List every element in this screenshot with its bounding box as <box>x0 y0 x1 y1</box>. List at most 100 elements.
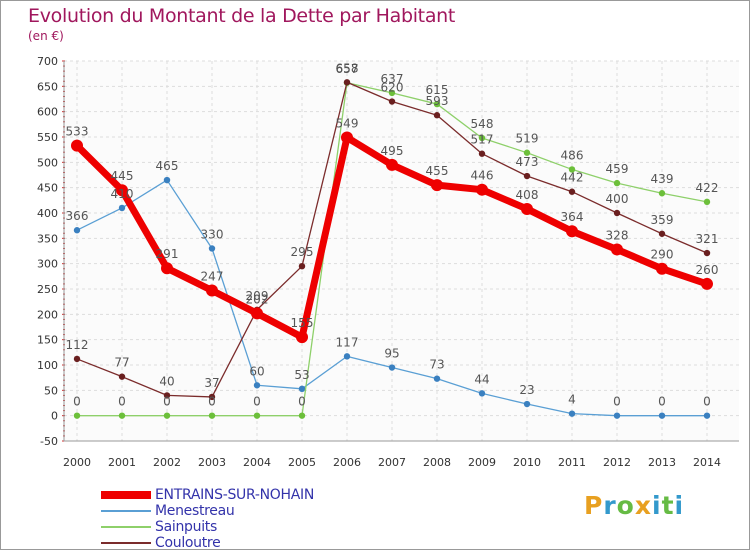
legend-label: Menestreau <box>155 503 235 519</box>
data-point <box>613 209 621 217</box>
legend-item: Menestreau <box>101 503 235 519</box>
x-tick-label: 2012 <box>603 456 631 469</box>
chart-subtitle: (en €) <box>28 29 64 43</box>
data-point <box>71 139 83 152</box>
x-tick-label: 2004 <box>243 456 271 469</box>
data-point <box>433 100 441 108</box>
data-point <box>253 412 261 419</box>
data-label: 519 <box>516 132 539 146</box>
legend-swatch <box>101 542 151 544</box>
x-tick-label: 2002 <box>153 456 181 469</box>
data-label: 637 <box>381 72 404 86</box>
data-point <box>703 198 711 206</box>
x-tick-label: 2010 <box>513 456 541 469</box>
x-tick-label: 2009 <box>468 456 496 469</box>
y-tick-label: 350 <box>37 232 58 245</box>
legend-label: Sainpuits <box>155 519 217 535</box>
data-point <box>298 385 306 393</box>
data-point <box>523 400 531 408</box>
legend-item: Sainpuits <box>101 519 217 535</box>
logo-letter: t <box>661 491 675 520</box>
data-label: 658 <box>336 61 359 75</box>
x-tick-label: 2008 <box>423 456 451 469</box>
y-tick-label: -50 <box>40 435 58 448</box>
data-point <box>703 249 711 257</box>
y-tick-label: 300 <box>37 258 58 271</box>
data-label: 290 <box>651 248 674 262</box>
data-point <box>296 331 308 344</box>
y-tick-label: 250 <box>37 283 58 296</box>
data-label: 495 <box>381 144 404 158</box>
data-label: 44 <box>474 372 489 386</box>
data-point <box>478 134 486 142</box>
data-point <box>118 204 126 212</box>
data-label: 400 <box>606 192 629 206</box>
data-label: 0 <box>118 395 126 409</box>
data-label: 53 <box>294 368 309 382</box>
data-point <box>703 412 711 419</box>
data-label: 442 <box>561 171 584 185</box>
data-point <box>613 412 621 419</box>
logo-letter: i <box>674 491 685 520</box>
data-label: 459 <box>606 162 629 176</box>
y-tick-label: 400 <box>37 207 58 220</box>
data-label: 291 <box>156 247 179 261</box>
data-label: 0 <box>703 395 711 409</box>
data-label: 0 <box>73 395 81 409</box>
data-point <box>613 179 621 187</box>
data-label: 330 <box>201 227 224 241</box>
logo-letter: i <box>652 491 662 520</box>
data-point <box>208 393 216 401</box>
x-tick-label: 2006 <box>333 456 361 469</box>
data-point <box>73 355 81 363</box>
data-point <box>566 225 578 238</box>
data-label: 455 <box>426 164 449 178</box>
y-tick-label: 500 <box>37 156 58 169</box>
data-label: 209 <box>246 289 269 303</box>
data-label: 0 <box>208 395 216 409</box>
y-tick-label: 200 <box>37 308 58 321</box>
x-tick-label: 2000 <box>63 456 91 469</box>
data-point <box>656 262 668 275</box>
data-label: 620 <box>381 81 404 95</box>
data-point <box>388 89 396 97</box>
x-tick-label: 2013 <box>648 456 676 469</box>
data-label: 615 <box>426 83 449 97</box>
data-label: 77 <box>114 356 129 370</box>
chart-title: Evolution du Montant de la Dette par Hab… <box>28 5 456 27</box>
data-point <box>73 412 81 419</box>
data-label: 60 <box>249 364 264 378</box>
logo-letter: P <box>584 491 604 520</box>
data-point <box>433 375 441 382</box>
data-label: 0 <box>613 395 621 409</box>
data-point <box>476 183 488 196</box>
y-tick-label: 150 <box>37 334 58 347</box>
data-point <box>298 263 306 270</box>
data-point <box>568 166 576 173</box>
data-point <box>163 176 171 184</box>
data-point <box>658 190 666 197</box>
x-tick-label: 2014 <box>693 456 721 469</box>
data-label: 95 <box>384 347 399 361</box>
data-label: 549 <box>336 117 359 131</box>
data-point <box>161 262 173 275</box>
data-point <box>478 150 486 157</box>
data-point <box>116 184 128 197</box>
data-label: 112 <box>66 338 89 352</box>
data-label: 23 <box>519 383 534 397</box>
data-point <box>523 149 531 156</box>
x-tick-label: 2011 <box>558 456 586 469</box>
legend-swatch <box>101 526 151 528</box>
data-label: 408 <box>516 188 539 202</box>
data-label: 0 <box>163 395 171 409</box>
data-point <box>251 307 263 320</box>
y-tick-label: 450 <box>37 182 58 195</box>
data-label: 260 <box>696 263 719 277</box>
data-label: 359 <box>651 213 674 227</box>
x-tick-label: 2001 <box>108 456 136 469</box>
data-point <box>343 79 351 86</box>
y-tick-label: 650 <box>37 80 58 93</box>
y-tick-label: 0 <box>51 410 58 423</box>
data-label: 446 <box>471 169 494 183</box>
